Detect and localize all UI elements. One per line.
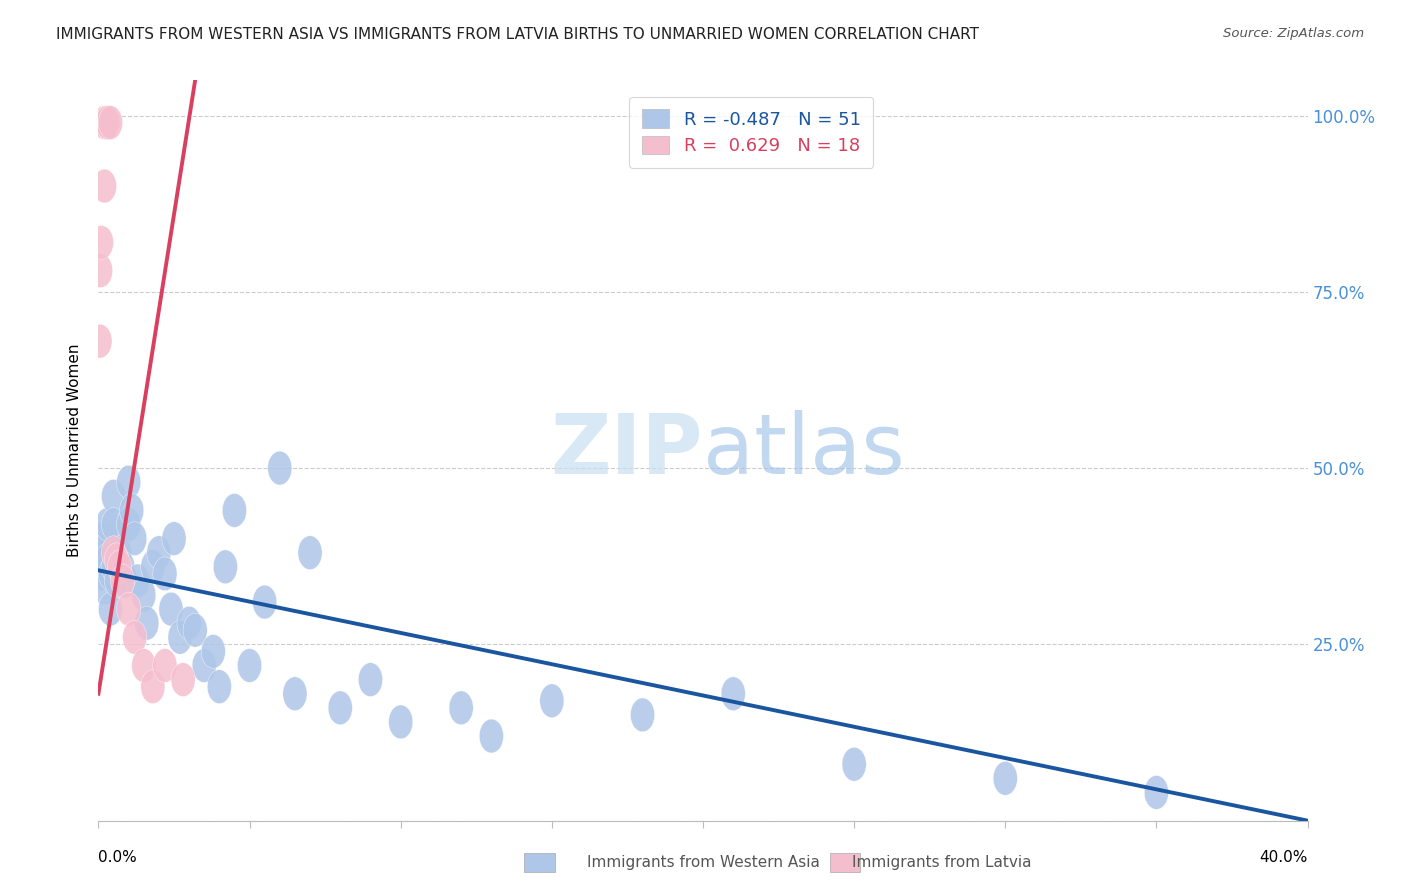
Ellipse shape — [132, 648, 156, 682]
Ellipse shape — [146, 536, 172, 570]
Ellipse shape — [101, 549, 125, 583]
Ellipse shape — [117, 466, 141, 500]
Ellipse shape — [167, 621, 193, 654]
Ellipse shape — [1144, 775, 1168, 809]
Ellipse shape — [172, 663, 195, 697]
Ellipse shape — [141, 670, 165, 704]
FancyBboxPatch shape — [830, 853, 860, 872]
Ellipse shape — [177, 607, 201, 640]
Ellipse shape — [98, 557, 122, 591]
Ellipse shape — [298, 536, 322, 570]
Ellipse shape — [93, 571, 117, 605]
Text: IMMIGRANTS FROM WESTERN ASIA VS IMMIGRANTS FROM LATVIA BIRTHS TO UNMARRIED WOMEN: IMMIGRANTS FROM WESTERN ASIA VS IMMIGRAN… — [56, 27, 979, 42]
FancyBboxPatch shape — [524, 853, 555, 872]
Ellipse shape — [449, 691, 474, 724]
Ellipse shape — [90, 226, 114, 260]
Ellipse shape — [214, 549, 238, 583]
Ellipse shape — [479, 719, 503, 753]
Ellipse shape — [96, 508, 120, 541]
Ellipse shape — [104, 543, 129, 576]
Ellipse shape — [153, 557, 177, 591]
Ellipse shape — [90, 536, 114, 570]
Ellipse shape — [114, 564, 138, 598]
Ellipse shape — [93, 169, 117, 203]
Ellipse shape — [359, 663, 382, 697]
Ellipse shape — [207, 670, 232, 704]
Ellipse shape — [267, 451, 292, 485]
Ellipse shape — [125, 564, 150, 598]
Ellipse shape — [87, 325, 112, 358]
Ellipse shape — [993, 762, 1018, 796]
Ellipse shape — [101, 479, 125, 513]
Ellipse shape — [159, 592, 183, 626]
Ellipse shape — [540, 684, 564, 718]
Ellipse shape — [93, 105, 117, 139]
Ellipse shape — [120, 493, 143, 527]
Ellipse shape — [101, 508, 125, 541]
Ellipse shape — [111, 549, 135, 583]
Ellipse shape — [122, 621, 146, 654]
Ellipse shape — [111, 564, 135, 598]
Ellipse shape — [141, 549, 165, 583]
Ellipse shape — [253, 585, 277, 619]
Ellipse shape — [101, 536, 125, 570]
Ellipse shape — [98, 592, 122, 626]
Ellipse shape — [96, 105, 120, 139]
Text: atlas: atlas — [703, 410, 904, 491]
Text: Immigrants from Latvia: Immigrants from Latvia — [852, 855, 1032, 870]
Ellipse shape — [283, 677, 307, 711]
Ellipse shape — [96, 105, 120, 139]
Ellipse shape — [117, 508, 141, 541]
Ellipse shape — [107, 549, 132, 583]
Ellipse shape — [98, 105, 122, 139]
Ellipse shape — [630, 698, 655, 731]
Ellipse shape — [238, 648, 262, 682]
Text: 0.0%: 0.0% — [98, 850, 138, 865]
Ellipse shape — [842, 747, 866, 781]
Ellipse shape — [193, 648, 217, 682]
Ellipse shape — [328, 691, 353, 724]
Text: 40.0%: 40.0% — [1260, 850, 1308, 865]
Y-axis label: Births to Unmarried Women: Births to Unmarried Women — [67, 343, 83, 558]
Ellipse shape — [388, 705, 413, 739]
Ellipse shape — [96, 543, 120, 576]
Ellipse shape — [90, 557, 114, 591]
Ellipse shape — [721, 677, 745, 711]
Text: Source: ZipAtlas.com: Source: ZipAtlas.com — [1223, 27, 1364, 40]
Ellipse shape — [122, 522, 146, 556]
Text: ZIP: ZIP — [551, 410, 703, 491]
Text: Immigrants from Western Asia: Immigrants from Western Asia — [586, 855, 820, 870]
Ellipse shape — [201, 634, 225, 668]
Ellipse shape — [183, 614, 207, 648]
Ellipse shape — [104, 564, 129, 598]
Ellipse shape — [117, 592, 141, 626]
Ellipse shape — [135, 607, 159, 640]
Ellipse shape — [89, 253, 112, 287]
Ellipse shape — [222, 493, 246, 527]
Ellipse shape — [107, 536, 132, 570]
Ellipse shape — [162, 522, 186, 556]
Ellipse shape — [93, 522, 117, 556]
Ellipse shape — [132, 578, 156, 612]
Ellipse shape — [153, 648, 177, 682]
Legend: R = -0.487   N = 51, R =  0.629   N = 18: R = -0.487 N = 51, R = 0.629 N = 18 — [630, 96, 873, 168]
